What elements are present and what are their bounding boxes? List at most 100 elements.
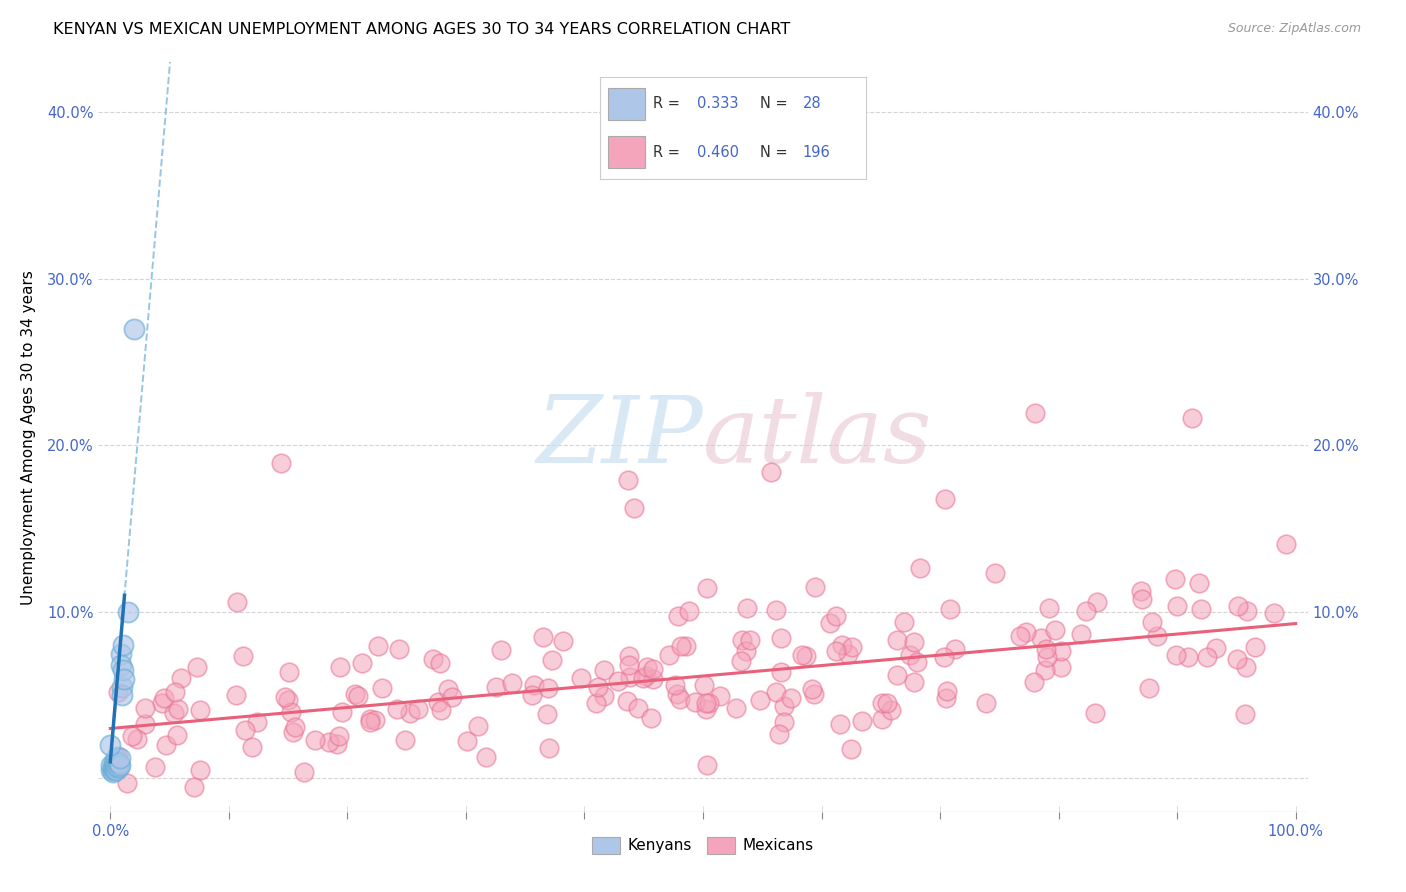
Point [1085, 595, 1108, 609]
Point [586, 680, 609, 694]
Point [134, 700, 156, 714]
Point [538, 741, 561, 756]
Point [107, 685, 129, 699]
Point [114, 672, 136, 686]
Point [1234, 660, 1257, 674]
Point [501, 676, 523, 690]
Point [619, 657, 641, 672]
Point [246, 714, 269, 729]
Point [485, 680, 508, 694]
Point [668, 609, 690, 624]
Point [773, 714, 796, 729]
Point [104, 761, 127, 775]
Point [531, 630, 554, 644]
Point [105, 763, 128, 777]
Point [898, 648, 921, 662]
Point [367, 639, 389, 653]
Point [730, 655, 752, 669]
Point [696, 581, 718, 595]
Point [617, 473, 640, 487]
Point [1036, 650, 1059, 665]
Point [769, 665, 792, 679]
Point [167, 702, 190, 716]
Point [643, 662, 665, 676]
Point [1180, 410, 1202, 425]
Point [831, 639, 853, 653]
Text: Source: ZipAtlas.com: Source: ZipAtlas.com [1227, 22, 1361, 36]
Point [932, 649, 955, 664]
Point [623, 501, 645, 516]
Point [765, 603, 787, 617]
Point [1084, 706, 1107, 720]
Point [640, 711, 662, 725]
Point [1236, 604, 1258, 618]
Point [668, 692, 690, 706]
Point [1031, 632, 1053, 646]
Point [226, 595, 249, 609]
Point [104, 756, 127, 771]
Point [749, 693, 772, 707]
Point [664, 678, 686, 692]
Point [1142, 615, 1164, 629]
Point [696, 758, 718, 772]
Point [886, 668, 908, 682]
Point [108, 758, 131, 772]
Point [100, 763, 122, 777]
Point [101, 761, 124, 775]
Point [837, 647, 859, 661]
Point [606, 674, 628, 689]
Point [364, 713, 387, 727]
Point [274, 690, 297, 704]
Point [540, 653, 562, 667]
Point [765, 685, 787, 699]
Point [105, 760, 128, 774]
Point [143, 759, 166, 773]
Point [280, 706, 302, 720]
Point [876, 696, 898, 710]
Point [292, 765, 315, 780]
Point [880, 703, 903, 717]
Point [1070, 627, 1092, 641]
Point [734, 644, 756, 658]
Point [825, 609, 848, 624]
Point [284, 720, 307, 734]
Point [343, 687, 366, 701]
Point [304, 733, 326, 747]
Point [122, 322, 145, 336]
Point [318, 735, 340, 749]
Point [631, 671, 654, 685]
Point [801, 682, 824, 697]
Point [103, 760, 125, 774]
Point [537, 681, 560, 695]
Point [1205, 640, 1227, 655]
Point [641, 673, 664, 687]
Point [437, 682, 460, 697]
Point [163, 706, 186, 720]
Point [1234, 706, 1257, 721]
Point [134, 717, 156, 731]
Point [232, 648, 254, 663]
Point [105, 751, 128, 765]
Point [188, 703, 211, 717]
Point [818, 615, 841, 630]
Point [1227, 599, 1250, 613]
Point [489, 643, 512, 657]
Point [695, 701, 717, 715]
Point [1074, 604, 1097, 618]
Point [585, 696, 607, 710]
Point [804, 580, 827, 594]
Point [934, 491, 956, 506]
Point [359, 715, 381, 730]
Point [394, 732, 416, 747]
Point [903, 634, 925, 648]
Point [107, 748, 129, 763]
Point [553, 634, 575, 648]
Point [1050, 644, 1073, 658]
Point [277, 665, 299, 679]
Point [110, 647, 132, 661]
Point [277, 693, 299, 707]
Point [1146, 630, 1168, 644]
Point [385, 702, 408, 716]
Point [347, 690, 370, 704]
Point [943, 641, 966, 656]
